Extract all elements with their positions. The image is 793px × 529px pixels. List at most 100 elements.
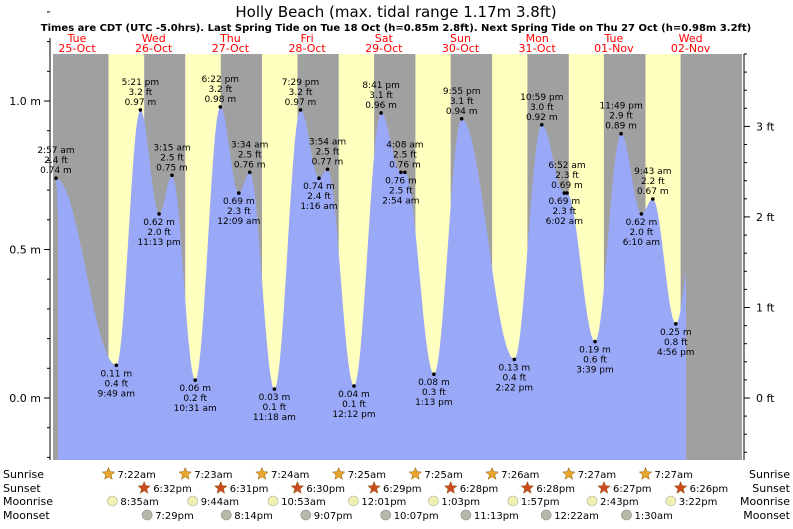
- tide-label-text: 2.5 ft: [160, 153, 184, 163]
- moonrise-icon: [187, 495, 198, 507]
- date-dow-label: Sun: [450, 32, 471, 45]
- tide-point: [298, 108, 303, 112]
- tide-label-text: 12:09 am: [217, 217, 260, 227]
- tide-point: [459, 117, 464, 121]
- tide-point: [540, 123, 544, 127]
- tide-label-text: 0.13 m: [498, 363, 530, 373]
- sunset-icon: [290, 480, 305, 494]
- tide-label-text: 0.03 m: [259, 393, 291, 403]
- moonset-icon: [621, 509, 632, 521]
- tide-point: [403, 170, 407, 175]
- sunset-time: 6:27pm: [613, 484, 652, 495]
- tide-point: [562, 191, 567, 195]
- moonset-time: 9:07pm: [314, 511, 353, 522]
- tide-label-text: 0.04 m: [338, 390, 370, 400]
- tide-label-text: 10:31 am: [174, 404, 217, 414]
- tide-label-text: 0.69 m: [223, 197, 255, 207]
- tide-label-text: 0.76 m: [389, 160, 421, 170]
- sunset-icon: [597, 480, 611, 494]
- tide-label-text: 6:52 am: [548, 161, 585, 171]
- tide-label-text: 2:22 pm: [496, 383, 534, 393]
- tide-label-text: 3:34 am: [231, 140, 268, 150]
- tide-label-text: 2.4 ft: [44, 156, 68, 166]
- tide-point: [272, 387, 277, 391]
- row-label-right: Moonset: [743, 509, 790, 522]
- tide-label-text: 1:13 pm: [415, 398, 453, 408]
- tide-label-text: 0.1 ft: [263, 403, 287, 413]
- moonrise-time: 8:35am: [120, 497, 158, 508]
- moonrise-time: 1:03pm: [441, 497, 480, 508]
- tide-label-text: 9:49 am: [98, 389, 135, 399]
- tide-label-text: 0.19 m: [579, 346, 611, 356]
- moonrise-time: 3:22pm: [679, 497, 718, 508]
- tide-label-text: 9:43 am: [634, 167, 671, 177]
- tide-label-text: 3.2 ft: [208, 85, 232, 95]
- date-dow-label: Wed: [142, 32, 166, 45]
- tide-point: [247, 170, 252, 175]
- tide-point: [619, 131, 623, 136]
- tide-label-text: 0.4 ft: [502, 373, 526, 383]
- tide-label-text: 2.5 ft: [393, 150, 417, 160]
- tide-label-text: 0.4 ft: [104, 379, 128, 389]
- tide-label-text: 6:02 am: [546, 217, 583, 227]
- tide-label-text: 6:10 am: [623, 238, 660, 248]
- row-label-left: Moonset: [3, 509, 50, 522]
- tide-label-text: 0.69 m: [548, 197, 580, 207]
- tide-label-text: 0.8 ft: [664, 338, 688, 348]
- tide-point: [352, 384, 356, 388]
- tide-label-text: 0.97 m: [125, 98, 157, 108]
- tide-label-text: 2.4 ft: [307, 192, 331, 202]
- right-axis: 0 ft 1 ft 2 ft 3 ft: [743, 53, 775, 460]
- tide-label-text: 3.0 ft: [530, 103, 554, 113]
- moonrise-time: 2:43pm: [600, 497, 639, 508]
- sunset-icon: [443, 480, 458, 494]
- date-label: 01-Nov: [594, 42, 634, 55]
- date-label: 31-Oct: [519, 42, 557, 55]
- sunset-icon: [520, 480, 535, 494]
- moonset-time: 10:07pm: [394, 511, 439, 522]
- tide-point: [651, 197, 655, 201]
- tide-label-text: 0.1 ft: [342, 400, 366, 410]
- right-axis-tick-label: 1 ft: [756, 302, 775, 315]
- moonrise-time: 12:01pm: [361, 497, 406, 508]
- sunset-time: 6:28pm: [460, 484, 499, 495]
- tide-point: [218, 105, 223, 109]
- tide-label-text: 0.97 m: [285, 98, 317, 108]
- sunrise-time: 7:26am: [501, 470, 539, 481]
- sunrise-time: 7:27am: [655, 470, 693, 481]
- moonrise-icon: [107, 495, 118, 507]
- row-label-left: Sunset: [3, 482, 41, 495]
- tide-point: [593, 339, 597, 344]
- tide-point: [138, 108, 143, 112]
- right-axis-tick-label: 3 ft: [756, 120, 775, 133]
- sunrise-icon: [562, 466, 576, 480]
- moonrise-time: 10:53am: [281, 497, 326, 508]
- sunset-icon: [673, 480, 688, 494]
- sunrise-icon: [331, 466, 346, 480]
- date-dow-label: Thu: [219, 32, 241, 45]
- tide-point: [325, 167, 330, 172]
- tide-label-text: 10:59 pm: [520, 93, 563, 103]
- tide-label-text: 6:22 pm: [202, 75, 240, 85]
- row-label-right: Moonrise: [740, 495, 790, 508]
- tide-label-text: 5:21 pm: [122, 78, 160, 88]
- tide-label-text: 0.75 m: [156, 163, 188, 173]
- tide-point: [193, 378, 197, 383]
- tide-label-text: 0.76 m: [234, 160, 266, 170]
- date-dow-label: Mon: [526, 32, 549, 45]
- tide-label-text: 2.5 ft: [316, 147, 340, 157]
- moonset-time: 8:14pm: [234, 511, 273, 522]
- tide-label-text: 2.3 ft: [227, 207, 251, 217]
- tide-label-text: 2.3 ft: [555, 171, 579, 181]
- tide-point: [399, 170, 403, 175]
- tide-label-text: 0.62 m: [626, 218, 658, 228]
- sunset-icon: [367, 480, 381, 494]
- tide-label-text: 0.06 m: [179, 384, 211, 394]
- tide-label-text: 0.96 m: [365, 101, 397, 111]
- tide-label-text: 4:08 am: [386, 140, 423, 150]
- right-axis-tick-label: 2 ft: [756, 211, 775, 224]
- sunset-time: 6:31pm: [230, 484, 269, 495]
- tide-point: [114, 363, 119, 368]
- moonset-icon: [141, 509, 153, 521]
